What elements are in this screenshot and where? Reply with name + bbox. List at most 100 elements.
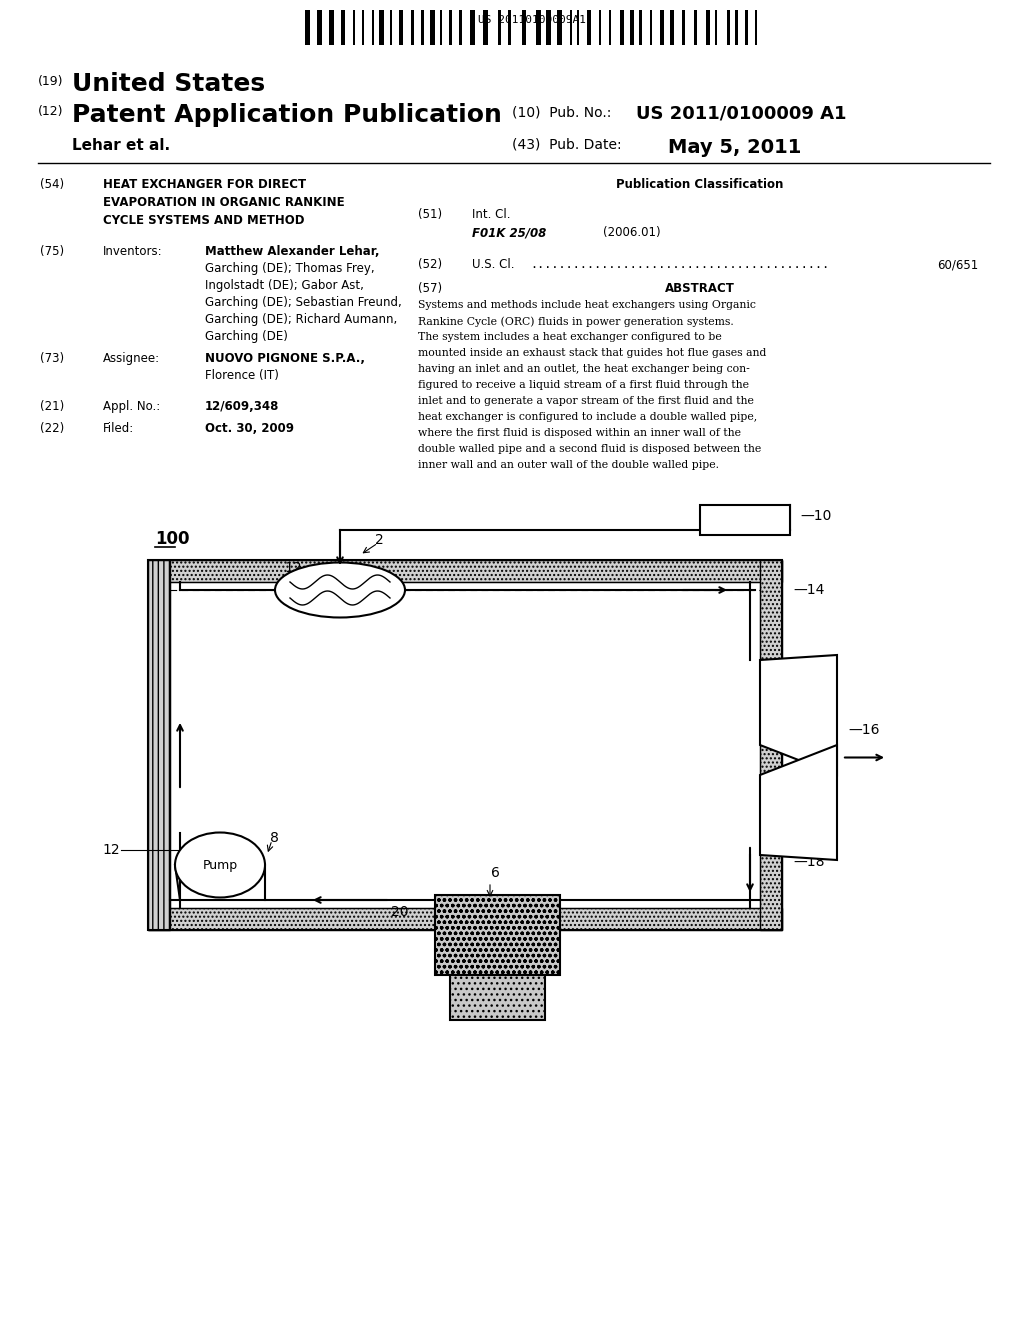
Bar [609,11,611,45]
Text: (57): (57) [418,282,442,294]
Bar [317,11,322,45]
Bar [536,11,541,45]
Bar [557,11,562,45]
Bar [546,11,551,45]
Bar [329,11,334,45]
Polygon shape [760,744,837,861]
Text: ABSTRACT: ABSTRACT [665,282,735,294]
Bar [727,11,730,45]
Bar [755,11,757,45]
Bar [522,11,526,45]
Text: EVAPORATION IN ORGANIC RANKINE: EVAPORATION IN ORGANIC RANKINE [103,195,345,209]
Text: Int. Cl.: Int. Cl. [472,209,511,220]
Text: (54): (54) [40,178,65,191]
Text: where the first fluid is disposed within an inner wall of the: where the first fluid is disposed within… [418,428,741,438]
Text: May 5, 2011: May 5, 2011 [668,139,802,157]
Bar [449,11,452,45]
Bar [148,560,782,931]
Bar [341,11,345,45]
Text: mounted inside an exhaust stack that guides hot flue gases and: mounted inside an exhaust stack that gui… [418,348,766,358]
Text: Filed:: Filed: [103,422,134,436]
Text: —14: —14 [793,583,824,597]
Text: Garching (DE); Thomas Frey,: Garching (DE); Thomas Frey, [205,261,375,275]
Bar [305,11,310,45]
Text: Garching (DE); Sebastian Freund,: Garching (DE); Sebastian Freund, [205,296,401,309]
Text: Garching (DE); Richard Aumann,: Garching (DE); Richard Aumann, [205,313,397,326]
Bar [390,11,392,45]
Text: Lehar et al.: Lehar et al. [72,139,170,153]
Bar [498,11,501,45]
Bar [399,11,403,45]
Text: double walled pipe and a second fluid is disposed between the: double walled pipe and a second fluid is… [418,444,761,454]
Text: —14: —14 [340,587,372,602]
Bar [587,11,591,45]
Text: 8: 8 [270,832,279,845]
Text: 12/609,348: 12/609,348 [205,400,280,413]
Bar [411,11,414,45]
Text: United States: United States [72,73,265,96]
Text: Inventors:: Inventors: [103,246,163,257]
Bar [735,11,738,45]
Bar [170,582,760,908]
Bar [620,11,624,45]
Bar [682,11,685,45]
Bar [700,506,790,535]
Text: Ingolstadt (DE); Gabor Ast,: Ingolstadt (DE); Gabor Ast, [205,279,364,292]
Bar [570,11,572,45]
Text: 12: 12 [285,561,302,576]
Text: Systems and methods include heat exchangers using Organic: Systems and methods include heat exchang… [418,300,756,310]
Text: NUOVO PIGNONE S.P.A.,: NUOVO PIGNONE S.P.A., [205,352,365,366]
Text: (52): (52) [418,257,442,271]
Bar [421,11,424,45]
Polygon shape [760,655,837,775]
Bar [379,11,384,45]
Text: (51): (51) [418,209,442,220]
Text: (22): (22) [40,422,65,436]
Text: Oct. 30, 2009: Oct. 30, 2009 [205,422,294,436]
Text: U.S. Cl.: U.S. Cl. [472,257,514,271]
Bar [148,560,170,931]
Bar [435,895,560,975]
Text: Rankine Cycle (ORC) fluids in power generation systems.: Rankine Cycle (ORC) fluids in power gene… [418,315,734,326]
Text: heat exchanger is configured to include a double walled pipe,: heat exchanger is configured to include … [418,412,758,422]
Bar [440,11,442,45]
Bar [459,11,462,45]
Text: Matthew Alexander Lehar,: Matthew Alexander Lehar, [205,246,380,257]
Bar [670,11,674,45]
Bar [630,11,634,45]
Text: (10)  Pub. No.:: (10) Pub. No.: [512,106,611,119]
Text: F01K 25/08: F01K 25/08 [472,226,546,239]
Text: Appl. No.:: Appl. No.: [103,400,160,413]
Text: Patent Application Publication: Patent Application Publication [72,103,502,127]
Bar [650,11,652,45]
Bar [660,11,664,45]
Text: Florence (IT): Florence (IT) [205,370,279,381]
Text: 12: 12 [102,843,120,857]
Text: The system includes a heat exchanger configured to be: The system includes a heat exchanger con… [418,333,722,342]
Text: —18: —18 [793,855,824,869]
Text: US 2011/0100009 A1: US 2011/0100009 A1 [636,106,847,123]
Text: (12): (12) [38,106,63,117]
Text: figured to receive a liquid stream of a first fluid through the: figured to receive a liquid stream of a … [418,380,749,389]
Text: —4: —4 [793,783,815,797]
Text: Pump: Pump [203,858,238,871]
Bar [372,11,374,45]
Text: 100: 100 [155,531,189,548]
Bar [353,11,355,45]
Text: (2006.01): (2006.01) [603,226,660,239]
Bar [639,11,642,45]
Bar [599,11,601,45]
Bar [483,11,488,45]
Bar [745,11,748,45]
Bar [148,560,782,582]
Text: 20: 20 [391,906,409,919]
Ellipse shape [275,562,406,618]
Bar [148,908,782,931]
Bar [362,11,364,45]
Ellipse shape [175,833,265,898]
Text: having an inlet and an outlet, the heat exchanger being con-: having an inlet and an outlet, the heat … [418,364,750,374]
Text: Assignee:: Assignee: [103,352,160,366]
Bar [694,11,697,45]
Text: (21): (21) [40,400,65,413]
Bar [715,11,717,45]
